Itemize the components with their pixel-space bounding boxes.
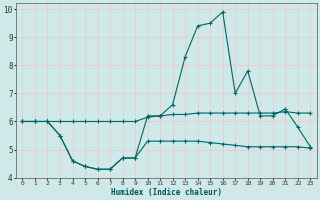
X-axis label: Humidex (Indice chaleur): Humidex (Indice chaleur) (111, 188, 222, 197)
